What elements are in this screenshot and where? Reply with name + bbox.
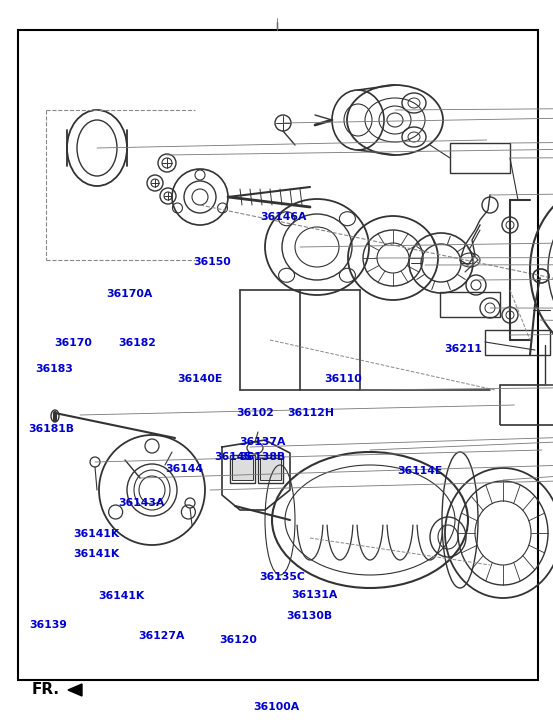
Text: 36114E: 36114E — [398, 466, 443, 476]
Text: 36120: 36120 — [219, 635, 257, 645]
Text: 36182: 36182 — [118, 338, 156, 348]
Bar — [230, 455, 255, 483]
Text: 36143A: 36143A — [118, 498, 165, 508]
Bar — [260, 458, 281, 480]
Text: 36137A: 36137A — [239, 437, 285, 447]
Text: 36183: 36183 — [35, 364, 73, 374]
Text: 36141K: 36141K — [74, 529, 120, 539]
Text: 36150: 36150 — [194, 257, 231, 267]
Text: 36181B: 36181B — [28, 424, 75, 434]
Text: 36130B: 36130B — [286, 611, 333, 622]
Text: 36100A: 36100A — [253, 702, 300, 712]
Bar — [232, 458, 253, 480]
Text: 36211: 36211 — [445, 344, 482, 354]
Text: 36140E: 36140E — [178, 374, 223, 385]
Text: 36146A: 36146A — [260, 212, 306, 222]
Text: 36170A: 36170A — [106, 289, 153, 299]
Bar — [500, 385, 553, 425]
Bar — [485, 330, 550, 355]
Text: 36131A: 36131A — [291, 590, 337, 600]
Bar — [18, 30, 538, 680]
Text: 36145: 36145 — [215, 451, 252, 462]
Bar — [258, 455, 283, 483]
Bar — [450, 143, 510, 173]
Text: FR.: FR. — [32, 683, 60, 697]
Text: 36135C: 36135C — [259, 571, 305, 582]
Text: 36141K: 36141K — [98, 591, 145, 601]
Text: 36112H: 36112H — [288, 408, 334, 418]
Text: 36102: 36102 — [237, 408, 274, 418]
Text: 36139: 36139 — [30, 620, 67, 630]
Polygon shape — [68, 684, 82, 696]
Text: 36138B: 36138B — [239, 451, 285, 462]
Text: 36141K: 36141K — [74, 549, 120, 559]
Bar — [440, 292, 500, 317]
Text: 36110: 36110 — [324, 374, 362, 385]
Text: 36170: 36170 — [55, 338, 92, 348]
Text: 36127A: 36127A — [138, 631, 185, 641]
Text: 36144: 36144 — [166, 464, 204, 474]
